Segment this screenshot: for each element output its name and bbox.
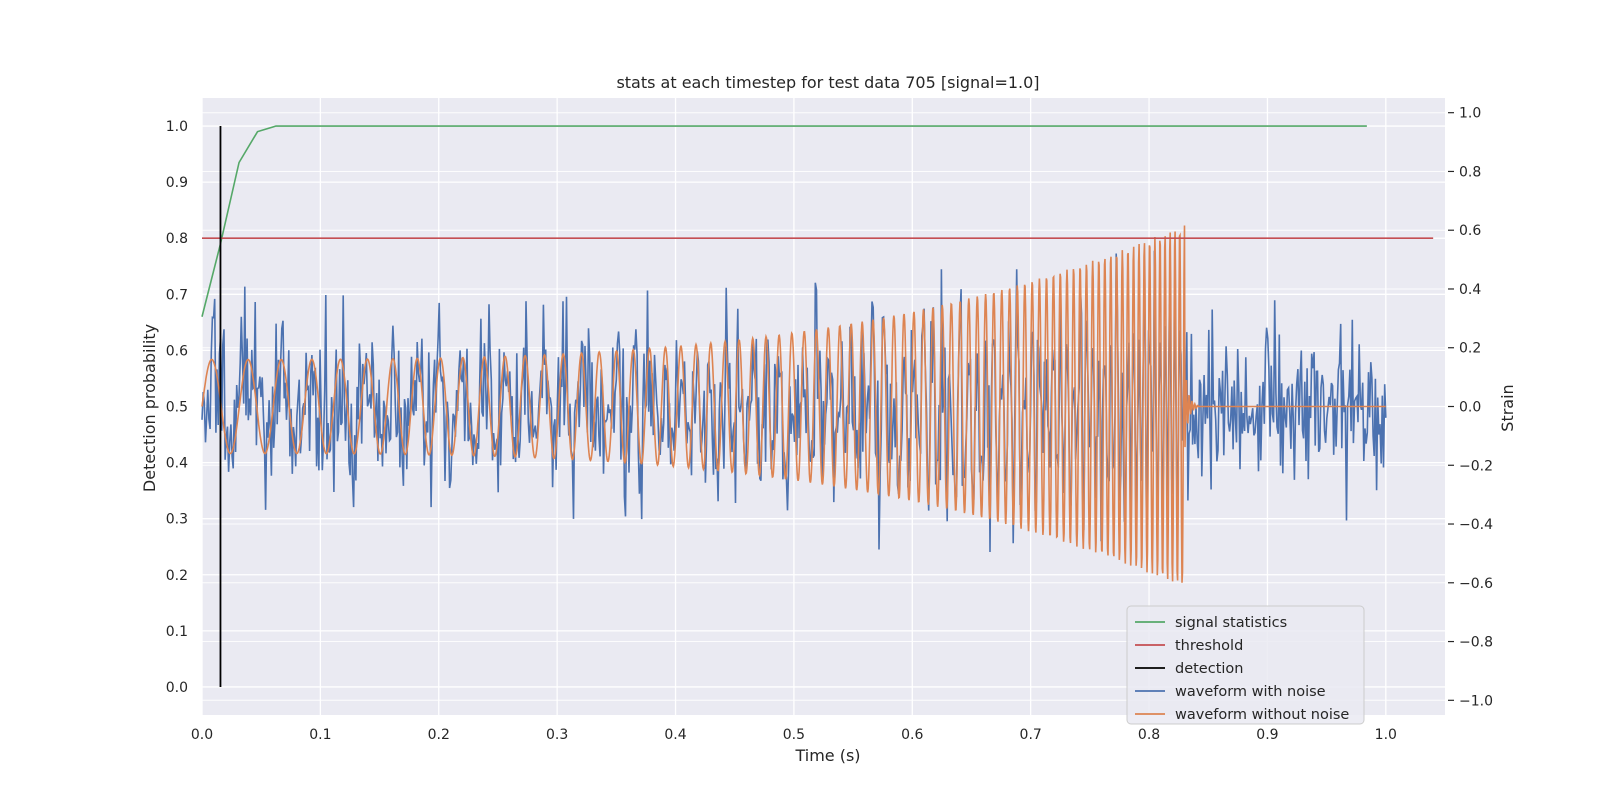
x-tick-label: 0.2 (428, 727, 450, 743)
y-tick-label: 0.2 (166, 568, 188, 584)
y2-tick-label: 0.4 (1459, 282, 1481, 298)
chart-title: stats at each timestep for test data 705… (616, 73, 1039, 92)
x-tick-label: 1.0 (1375, 727, 1397, 743)
y-axis-label: Detection probability (140, 324, 159, 492)
y2-axis: −1.0 −0.8 −0.6 −0.4 −0.2 0.0 0.2 0.4 0.6 0.8 1.0 (1448, 106, 1493, 709)
series-layer (201, 125, 1434, 687)
y2-tick-label: 0.2 (1459, 341, 1481, 357)
y2-tick-label: −0.6 (1459, 576, 1493, 592)
x-tick-label: 0.4 (664, 727, 686, 743)
legend-box (1126, 605, 1365, 725)
legend-label: detection (1175, 661, 1243, 677)
y-axis: 0.0 0.1 0.2 0.3 0.4 0.5 0.6 0.7 0.8 0.9 1.0 (166, 119, 188, 696)
y-tick-label: 0.4 (166, 456, 188, 472)
y-tick-label: 0.8 (166, 231, 188, 247)
x-tick-label: 0.8 (1138, 727, 1160, 743)
x-tick-label: 0.9 (1256, 727, 1278, 743)
y2-tick-label: −1.0 (1459, 693, 1493, 709)
x-axis: 0.0 0.1 0.2 0.3 0.4 0.5 0.6 0.7 0.8 0.9 1.0 (191, 727, 1397, 743)
legend: signal statistics threshold detection wavef… (1126, 605, 1365, 725)
y2-tick-label: 1.0 (1459, 106, 1481, 122)
x-tick-label: 0.3 (546, 727, 568, 743)
x-tick-label: 0.6 (901, 727, 923, 743)
y2-tick-label: 0.6 (1459, 223, 1481, 239)
legend-label: waveform without noise (1175, 707, 1349, 723)
y2-tick-label: −0.4 (1459, 517, 1493, 533)
y2-tick-label: 0.0 (1459, 400, 1481, 416)
legend-label: threshold (1175, 638, 1243, 654)
y-tick-label: 1.0 (166, 119, 188, 135)
x-tick-label: 0.5 (783, 727, 805, 743)
legend-label: signal statistics (1175, 615, 1287, 631)
x-tick-label: 0.7 (1020, 727, 1042, 743)
y2-tick-label: −0.2 (1459, 458, 1493, 474)
y-tick-label: 0.6 (166, 343, 188, 359)
y-tick-label: 0.3 (166, 512, 188, 528)
y2-axis-label: Strain (1498, 384, 1517, 431)
series-signal-statistics (201, 125, 1367, 317)
y2-tick-label: −0.8 (1459, 635, 1493, 651)
x-tick-label: 0.0 (191, 727, 213, 743)
series-waveform-without-noise (201, 225, 1386, 583)
y-tick-label: 0.7 (166, 287, 188, 303)
y-tick-label: 0.9 (166, 175, 188, 191)
y-tick-label: 0.5 (166, 400, 188, 416)
y2-tick-label: 0.8 (1459, 164, 1481, 180)
y-tick-label: 0.1 (166, 624, 188, 640)
x-axis-label: Time (s) (794, 746, 860, 765)
legend-label: waveform with noise (1175, 684, 1326, 700)
y-tick-label: 0.0 (166, 680, 188, 696)
x-tick-label: 0.1 (309, 727, 331, 743)
